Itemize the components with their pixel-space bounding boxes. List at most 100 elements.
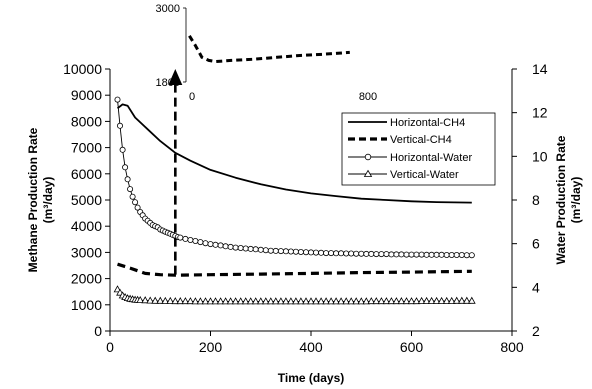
- data-point-horizontal-water: [177, 234, 184, 241]
- y2-axis-title: Water Production Rate: [554, 135, 568, 264]
- data-point-horizontal-water: [398, 251, 405, 258]
- y-tick-label: 4000: [71, 218, 102, 234]
- data-point-vertical-water: [302, 297, 310, 305]
- data-point-horizontal-water: [453, 251, 460, 258]
- data-point-vertical-water: [347, 297, 356, 305]
- data-point-horizontal-water: [368, 250, 375, 257]
- data-point-horizontal-water: [423, 251, 430, 258]
- data-point-vertical-water: [156, 296, 165, 304]
- data-point-horizontal-water: [197, 239, 204, 246]
- data-point-vertical-water: [201, 297, 210, 305]
- data-point-horizontal-water: [232, 244, 239, 251]
- data-point-vertical-water: [166, 296, 175, 304]
- data-point-horizontal-water: [463, 252, 470, 259]
- data-point-horizontal-water: [227, 243, 234, 250]
- legend-marker-vertical-water: [363, 169, 373, 177]
- data-point-horizontal-water: [182, 235, 189, 242]
- data-point-horizontal-water: [132, 199, 139, 206]
- y-tick-label: 8000: [71, 113, 102, 129]
- data-point-vertical-water: [151, 296, 160, 304]
- data-point-vertical-water: [282, 297, 290, 305]
- data-point-vertical-water: [337, 297, 345, 305]
- data-point-horizontal-water: [388, 251, 395, 258]
- data-point-horizontal-water: [413, 251, 420, 258]
- data-point-vertical-water: [447, 296, 456, 304]
- y-axis-unit: (m³/day): [41, 177, 55, 224]
- data-point-vertical-water: [407, 297, 416, 305]
- y2-tick-label: 4: [532, 279, 540, 295]
- inset-x-tick-label: 0: [189, 91, 195, 103]
- data-point-vertical-water: [322, 297, 330, 305]
- data-point-horizontal-water: [403, 251, 410, 258]
- data-point-horizontal-water: [323, 250, 330, 257]
- data-point-vertical-water: [317, 297, 325, 305]
- data-point-vertical-water: [397, 297, 406, 305]
- data-point-horizontal-water: [297, 248, 304, 255]
- data-point-vertical-water: [312, 297, 320, 305]
- data-point-vertical-water: [417, 296, 426, 304]
- data-point-horizontal-water: [393, 251, 400, 258]
- data-point-vertical-water: [402, 297, 411, 305]
- data-point-vertical-water: [287, 297, 295, 305]
- data-point-vertical-water: [457, 296, 466, 304]
- y2-tick-label: 8: [532, 192, 540, 208]
- data-point-vertical-water: [241, 297, 250, 305]
- inset-x-tick-label: 800: [359, 91, 377, 103]
- data-point-horizontal-water: [373, 251, 380, 258]
- data-point-horizontal-water: [333, 250, 340, 257]
- data-point-horizontal-water: [247, 245, 254, 252]
- data-point-horizontal-water: [262, 247, 269, 254]
- data-point-horizontal-water: [428, 251, 435, 258]
- data-point-vertical-water: [442, 296, 451, 304]
- x-tick-label: 0: [106, 339, 114, 355]
- y2-tick-label: 12: [532, 105, 548, 121]
- data-point-vertical-water: [392, 297, 401, 305]
- data-point-vertical-water: [297, 297, 305, 305]
- data-point-vertical-water: [422, 296, 431, 304]
- data-point-horizontal-water: [433, 251, 440, 258]
- data-point-vertical-water: [467, 296, 476, 304]
- data-point-vertical-water: [307, 297, 315, 305]
- data-point-vertical-water: [236, 297, 245, 305]
- data-point-horizontal-water: [117, 122, 124, 129]
- data-point-horizontal-water: [318, 249, 325, 256]
- data-point-horizontal-water: [207, 241, 214, 248]
- data-point-horizontal-water: [134, 204, 141, 211]
- data-point-horizontal-water: [443, 251, 450, 258]
- data-point-horizontal-water: [192, 237, 199, 244]
- series-line-vertical-water: [117, 289, 472, 302]
- x-tick-label: 600: [400, 339, 424, 355]
- data-point-horizontal-water: [383, 251, 390, 258]
- data-point-horizontal-water: [343, 250, 350, 257]
- data-point-vertical-water: [432, 296, 441, 304]
- legend-label-horizontal-water: Horizontal-Water: [390, 152, 472, 164]
- y-tick-label: 7000: [71, 140, 102, 156]
- x-tick-label: 200: [199, 339, 223, 355]
- data-point-horizontal-water: [353, 250, 360, 257]
- data-point-vertical-water: [352, 297, 361, 305]
- data-point-horizontal-water: [252, 246, 259, 253]
- data-point-vertical-water: [367, 297, 376, 305]
- data-point-horizontal-water: [348, 250, 355, 257]
- data-point-horizontal-water: [338, 250, 345, 257]
- data-point-vertical-water: [181, 297, 190, 305]
- data-point-horizontal-water: [363, 250, 370, 257]
- data-point-horizontal-water: [418, 251, 425, 258]
- y-tick-label: 5000: [71, 192, 102, 208]
- data-point-vertical-water: [186, 297, 195, 305]
- data-point-vertical-water: [357, 297, 366, 305]
- data-point-horizontal-water: [127, 186, 134, 193]
- data-point-vertical-water: [251, 297, 260, 305]
- data-point-horizontal-water: [202, 240, 209, 247]
- legend-label-vertical-water: Vertical-Water: [390, 169, 459, 181]
- data-point-vertical-water: [146, 296, 155, 304]
- data-point-horizontal-water: [282, 248, 289, 255]
- main-axes: [109, 69, 513, 332]
- y-axis-title: Methane Production Rate: [26, 127, 40, 272]
- data-point-vertical-water: [176, 297, 185, 305]
- data-point-horizontal-water: [292, 248, 299, 255]
- data-point-vertical-water: [136, 295, 144, 303]
- data-point-horizontal-water: [408, 251, 415, 258]
- series-line-horizontal-ch4: [116, 103, 472, 204]
